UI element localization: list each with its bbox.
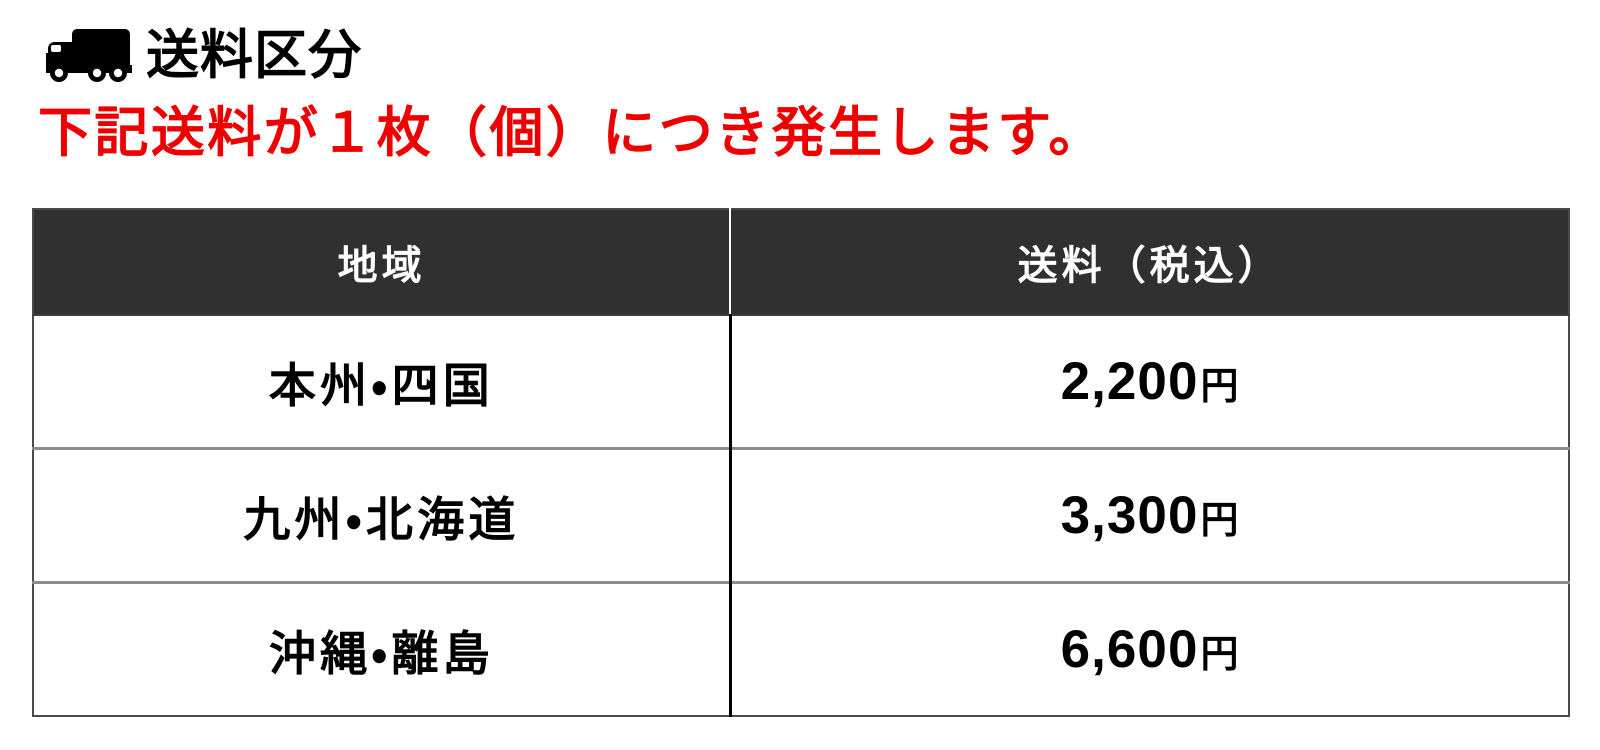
table-row: 沖縄・離島 6,600 円 — [33, 581, 1569, 716]
cell-region: 本州・四国 — [33, 314, 732, 449]
cell-region: 九州・北海道 — [33, 447, 732, 583]
cell-fee: 3,300 円 — [730, 447, 1569, 583]
fee-value: 6,600 円 — [1061, 619, 1240, 680]
truck-icon — [40, 27, 132, 83]
fee-unit: 円 — [1200, 366, 1240, 408]
table-header-row: 地域 送料（税込） — [33, 209, 1569, 315]
fee-value: 3,300 円 — [1061, 485, 1240, 546]
fee-amount: 2,200 — [1060, 352, 1199, 411]
shipping-fee-table-wrapper: 地域 送料（税込） 本州・四国 2,200 円 — [32, 208, 1570, 717]
table-row: 本州・四国 2,200 円 — [33, 314, 1569, 449]
fee-amount: 3,300 — [1060, 486, 1199, 545]
cell-fee: 2,200 円 — [730, 314, 1569, 449]
table-body: 本州・四国 2,200 円 九州・北海道 3,300 円 — [33, 314, 1569, 716]
section-heading: 送料区分 — [40, 20, 362, 90]
fee-amount: 6,600 — [1060, 620, 1199, 679]
table-row: 九州・北海道 3,300 円 — [33, 447, 1569, 583]
cell-region: 沖縄・離島 — [33, 581, 732, 716]
column-header-fee: 送料（税込） — [730, 209, 1569, 315]
fee-value: 2,200 円 — [1061, 351, 1240, 412]
fee-unit: 円 — [1200, 634, 1240, 676]
region-label: 九州・北海道 — [243, 493, 520, 546]
table-header: 地域 送料（税込） — [33, 209, 1569, 315]
cell-fee: 6,600 円 — [730, 581, 1569, 716]
page-title: 送料区分 — [146, 25, 363, 85]
fee-unit: 円 — [1200, 500, 1240, 542]
shipping-fee-table: 地域 送料（税込） 本州・四国 2,200 円 — [32, 208, 1570, 717]
notice-text: 下記送料が１枚（個）につき発生します。 — [38, 103, 1105, 163]
region-label: 沖縄・離島 — [268, 627, 494, 680]
region-label: 本州・四国 — [268, 359, 494, 412]
column-header-region: 地域 — [33, 209, 732, 315]
